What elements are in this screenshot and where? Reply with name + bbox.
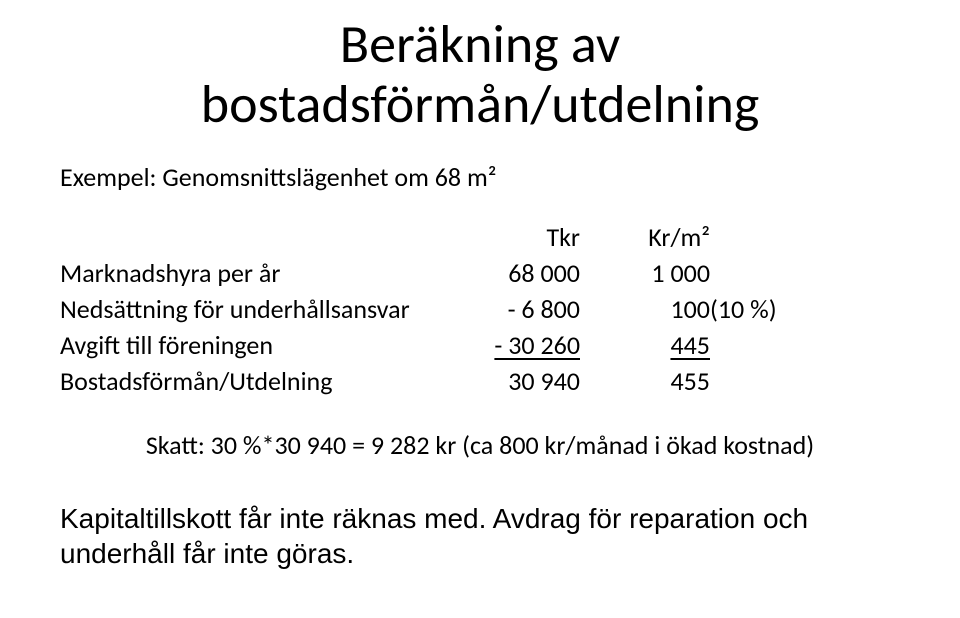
footnote: Kapitaltillskott får inte räknas med. Av… (60, 501, 900, 571)
table-row: Nedsättning för underhållsansvar - 6 800… (60, 291, 820, 327)
row-krm2-underlined: 445 (670, 329, 710, 361)
table-row: Bostadsförmån/Utdelning 30 940 455 (60, 363, 820, 399)
row-krm2: 455 (580, 363, 710, 399)
row-label: Avgift till föreningen (60, 327, 420, 363)
row-note (710, 363, 820, 399)
header-note-blank (710, 219, 820, 255)
row-tkr: 68 000 (420, 255, 580, 291)
title-line-2: bostadsförmån/utdelning (201, 71, 760, 137)
row-tkr: - 6 800 (420, 291, 580, 327)
header-blank (60, 219, 420, 255)
row-label: Nedsättning för underhållsansvar (60, 291, 420, 327)
row-note: (10 %) (710, 291, 820, 327)
example-subhead: Exempel: Genomsnittslägenhet om 68 m² (60, 161, 900, 193)
table-row: Avgift till föreningen - 30 260 445 (60, 327, 820, 363)
row-krm2: 1 000 (580, 255, 710, 291)
table-row: Marknadshyra per år 68 000 1 000 (60, 255, 820, 291)
slide: Beräkning av bostadsförmån/utdelning Exe… (0, 0, 960, 618)
row-tkr-underlined: - 30 260 (494, 329, 580, 361)
header-tkr: Tkr (420, 219, 580, 255)
row-krm2: 445 (580, 327, 710, 363)
table-header-row: Tkr Kr/m² (60, 219, 820, 255)
row-tkr: - 30 260 (420, 327, 580, 363)
header-krm2: Kr/m² (580, 219, 710, 255)
title-line-1: Beräkning av (340, 11, 621, 77)
calculation-table: Tkr Kr/m² Marknadshyra per år 68 000 1 0… (60, 219, 820, 399)
row-krm2: 100 (580, 291, 710, 327)
row-tkr: 30 940 (420, 363, 580, 399)
row-note (710, 327, 820, 363)
row-label: Bostadsförmån/Utdelning (60, 363, 420, 399)
row-label: Marknadshyra per år (60, 255, 420, 291)
tax-line: Skatt: 30 %*30 940 = 9 282 kr (ca 800 kr… (60, 429, 900, 461)
row-note (710, 255, 820, 291)
slide-title: Beräkning av bostadsförmån/utdelning (60, 14, 900, 135)
